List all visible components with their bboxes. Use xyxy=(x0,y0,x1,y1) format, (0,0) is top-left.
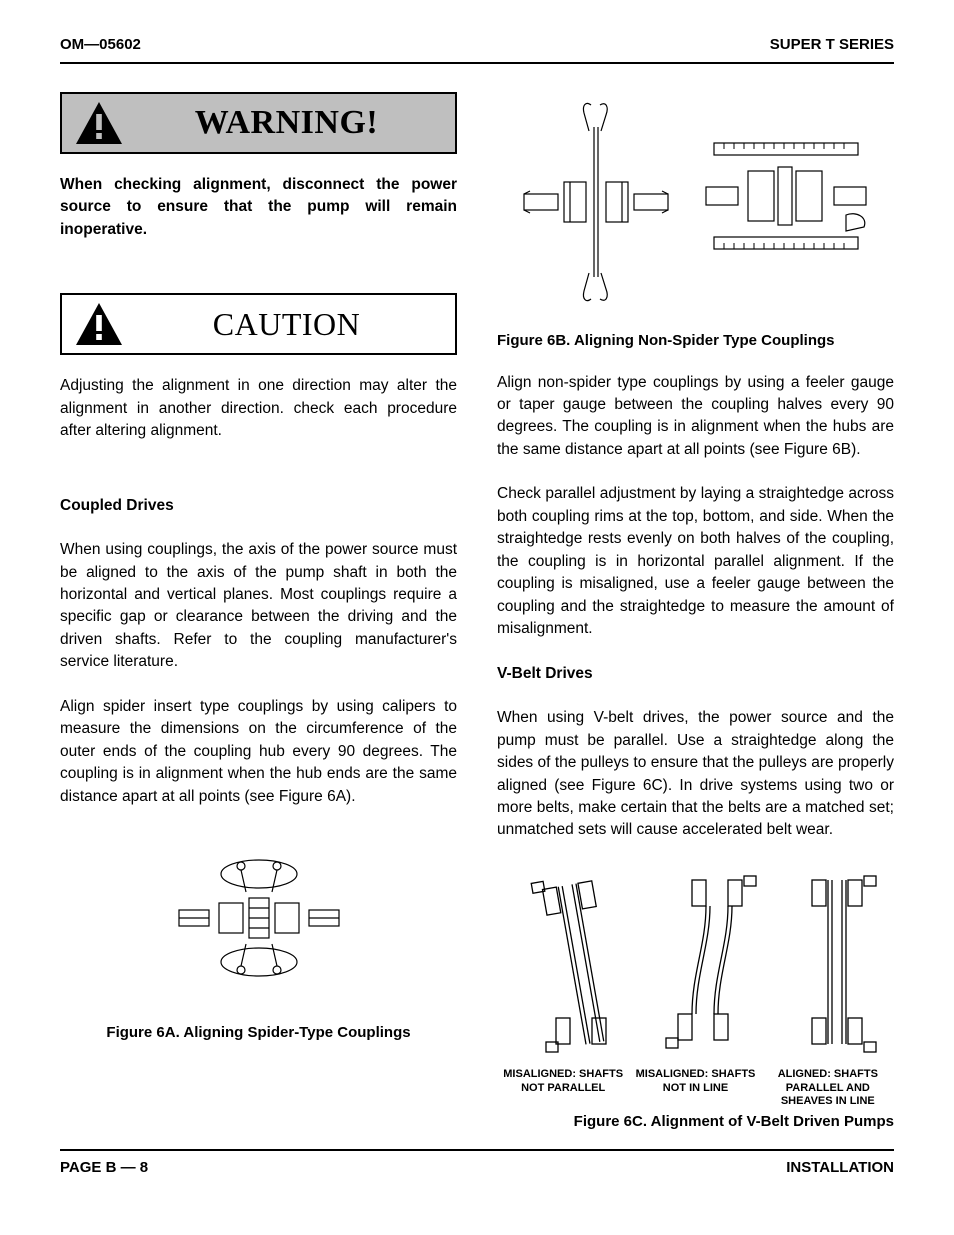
fig6c-caption: Figure 6C. Alignment of V-Belt Driven Pu… xyxy=(497,1111,894,1133)
caution-icon xyxy=(62,295,128,353)
right-column: Figure 6B. Aligning Non-Spider Type Coup… xyxy=(497,92,894,1133)
fig6a-caption: Figure 6A. Aligning Spider-Type Coupling… xyxy=(60,1022,457,1044)
page-number: PAGE B — 8 xyxy=(60,1157,148,1179)
fig6b-caption: Figure 6B. Aligning Non-Spider Type Coup… xyxy=(497,330,894,352)
figure-6b xyxy=(497,92,894,312)
content-columns: WARNING! When checking alignment, discon… xyxy=(60,92,894,1133)
figure-6c xyxy=(497,864,894,1064)
vbelt-p: When using V-belt drives, the power sour… xyxy=(497,707,894,842)
vbelt-labels: MISALIGNED: SHAFTS NOT PARALLEL MISALIGN… xyxy=(497,1068,894,1109)
vbelt-title: V-Belt Drives xyxy=(497,663,894,685)
figure-6a xyxy=(60,838,457,998)
warning-box: WARNING! xyxy=(60,92,457,154)
page-footer: PAGE B — 8 INSTALLATION xyxy=(60,1149,894,1179)
doc-id: OM—05602 xyxy=(60,34,141,56)
series-name: SUPER T SERIES xyxy=(770,34,894,56)
right-p2: Check parallel adjustment by laying a st… xyxy=(497,483,894,640)
vbelt-label-a: MISALIGNED: SHAFTS NOT PARALLEL xyxy=(497,1068,629,1109)
vbelt-label-c: ALIGNED: SHAFTS PARALLEL AND SHEAVES IN … xyxy=(762,1068,894,1109)
coupled-p1: When using couplings, the axis of the po… xyxy=(60,539,457,674)
caution-label: CAUTION xyxy=(128,301,455,347)
vbelt-label-b: MISALIGNED: SHAFTS NOT IN LINE xyxy=(629,1068,761,1109)
left-column: WARNING! When checking alignment, discon… xyxy=(60,92,457,1133)
right-p1: Align non-spider type couplings by using… xyxy=(497,372,894,462)
warning-text: When checking alignment, disconnect the … xyxy=(60,174,457,241)
page-header: OM—05602 SUPER T SERIES xyxy=(60,34,894,64)
warning-label: WARNING! xyxy=(128,98,455,147)
warning-icon xyxy=(62,94,128,152)
section-label: INSTALLATION xyxy=(786,1157,894,1179)
caution-text: Adjusting the alignment in one direction… xyxy=(60,375,457,442)
coupled-drives-title: Coupled Drives xyxy=(60,495,457,517)
coupled-p2: Align spider insert type couplings by us… xyxy=(60,696,457,808)
caution-box: CAUTION xyxy=(60,293,457,355)
